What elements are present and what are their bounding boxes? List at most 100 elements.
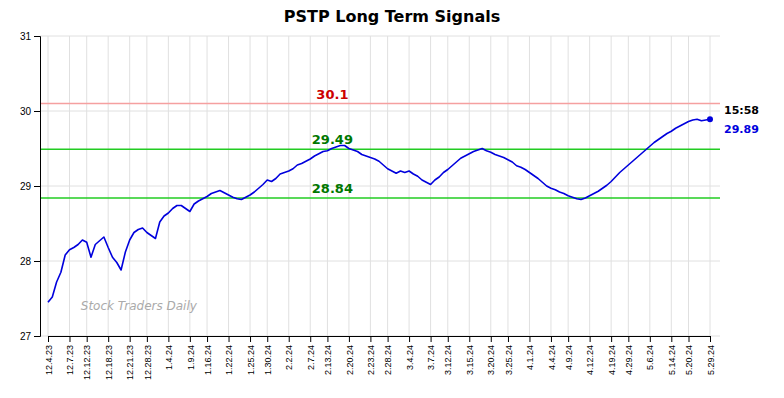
y-tick: 31	[20, 31, 40, 42]
x-tick: 3.25.24	[504, 336, 514, 375]
x-tick-mark	[190, 336, 191, 342]
y-tick-label: 27	[20, 331, 32, 342]
y-tick: 27	[20, 331, 40, 342]
x-tick-mark	[207, 336, 208, 342]
x-tick-mark	[147, 336, 148, 342]
y-tick-label: 30	[20, 106, 32, 117]
x-tick-label: 12.28.23	[143, 345, 153, 380]
grid-line-x	[628, 36, 629, 336]
y-tick-label: 29	[20, 181, 32, 192]
y-tick-label: 31	[20, 31, 32, 42]
x-tick-label: 4.19.24	[607, 345, 617, 375]
y-tick-mark	[34, 336, 40, 337]
x-tick-label: 5.14.24	[667, 345, 677, 375]
annotations: 30.129.4928.8415:5829.89Stock Traders Da…	[81, 87, 759, 314]
grid-line-x	[688, 36, 689, 336]
x-tick-label: 3.7.24	[426, 345, 436, 370]
y-axis-line	[34, 37, 41, 337]
x-tick: 2.28.24	[383, 336, 393, 375]
x-tick-mark	[508, 336, 509, 342]
x-tick-mark	[590, 336, 591, 342]
y-tick-mark	[34, 111, 40, 112]
chart-container: 12.4.23 12.7.23 12.12.23 12.18.23 12.21.23 12…	[0, 0, 784, 398]
reference-line	[40, 103, 720, 105]
grid-line-x	[469, 36, 470, 336]
grid-line-x	[649, 36, 650, 336]
reference-label: 30.1	[316, 87, 348, 102]
x-tick-label: 12.18.23	[104, 345, 114, 380]
x-tick: 4.9.24	[564, 336, 574, 370]
x-tick: 4.29.24	[624, 336, 634, 375]
x-tick-mark	[671, 336, 672, 342]
grid-line-x	[228, 36, 229, 336]
x-tick: 12.21.23	[125, 336, 135, 380]
x-tick-label: 2.28.24	[383, 345, 393, 375]
x-tick: 12.12.23	[82, 336, 92, 380]
reference-label: 29.49	[312, 132, 353, 147]
x-tick-label: 3.20.24	[486, 345, 496, 375]
x-tick-mark	[611, 336, 612, 342]
grid	[40, 36, 720, 336]
x-tick: 12.4.23	[44, 336, 54, 375]
x-tick: 2.13.24	[323, 336, 333, 375]
y-tick-mark	[34, 261, 40, 262]
x-tick-mark	[710, 336, 711, 342]
x-tick: 1.16.24	[203, 336, 213, 375]
chart-title: PSTP Long Term Signals	[284, 7, 501, 26]
x-tick-label: 1.22.24	[224, 345, 234, 375]
x-tick: 4.4.24	[547, 336, 557, 370]
grid-line-x	[288, 36, 289, 336]
x-tick: 12.7.23	[65, 336, 75, 375]
x-tick-mark	[108, 336, 109, 342]
grid-line-x	[710, 36, 711, 336]
grid-line-x	[48, 36, 49, 336]
x-tick-mark	[491, 336, 492, 342]
grid-line-x	[310, 36, 311, 336]
grid-line-y	[40, 261, 720, 262]
x-tick-label: 2.23.24	[366, 345, 376, 375]
x-tick-mark	[448, 336, 449, 342]
x-axis: 12.4.23 12.7.23 12.12.23 12.18.23 12.21.23 12…	[44, 336, 716, 380]
x-tick-label: 12.4.23	[44, 345, 54, 375]
grid-line-x	[168, 36, 169, 336]
grid-line-x	[108, 36, 109, 336]
x-tick: 2.7.24	[306, 336, 316, 370]
plot-marks	[40, 104, 720, 303]
price-line	[48, 119, 710, 302]
y-tick: 29	[20, 181, 40, 192]
x-tick: 2.23.24	[366, 336, 376, 375]
x-tick-label: 2.20.24	[345, 345, 355, 375]
x-tick: 4.1.24	[525, 336, 535, 370]
grid-line-x	[611, 36, 612, 336]
x-tick-label: 5.6.24	[645, 345, 655, 370]
grid-line-x	[568, 36, 569, 336]
x-tick-mark	[388, 336, 389, 342]
x-tick-mark	[250, 336, 251, 342]
x-tick: 1.30.24	[263, 336, 273, 375]
x-tick: 3.15.24	[465, 336, 475, 375]
x-tick-mark	[628, 336, 629, 342]
x-tick: 3.12.24	[443, 336, 453, 375]
x-tick-mark	[130, 336, 131, 342]
x-tick-label: 4.29.24	[624, 345, 634, 375]
x-tick-mark	[409, 336, 410, 342]
x-tick-mark	[469, 336, 470, 342]
grid-line-x	[447, 36, 448, 336]
grid-line-y	[40, 36, 720, 37]
y-tick-mark	[34, 186, 40, 187]
x-tick: 1.4.24	[164, 336, 174, 370]
x-tick-mark	[568, 336, 569, 342]
grid-line-x	[430, 36, 431, 336]
x-tick-label: 3.25.24	[504, 345, 514, 375]
x-tick-mark	[48, 336, 49, 342]
last-point	[707, 116, 713, 122]
grid-line-x	[207, 36, 208, 336]
x-tick: 3.7.24	[426, 336, 436, 370]
grid-line-x	[146, 36, 147, 336]
x-tick-mark	[650, 336, 651, 342]
grid-line-y	[40, 186, 720, 187]
x-tick: 1.9.24	[186, 336, 196, 370]
grid-line-x	[589, 36, 590, 336]
x-tick-mark	[327, 336, 328, 342]
x-tick-mark	[551, 336, 552, 342]
